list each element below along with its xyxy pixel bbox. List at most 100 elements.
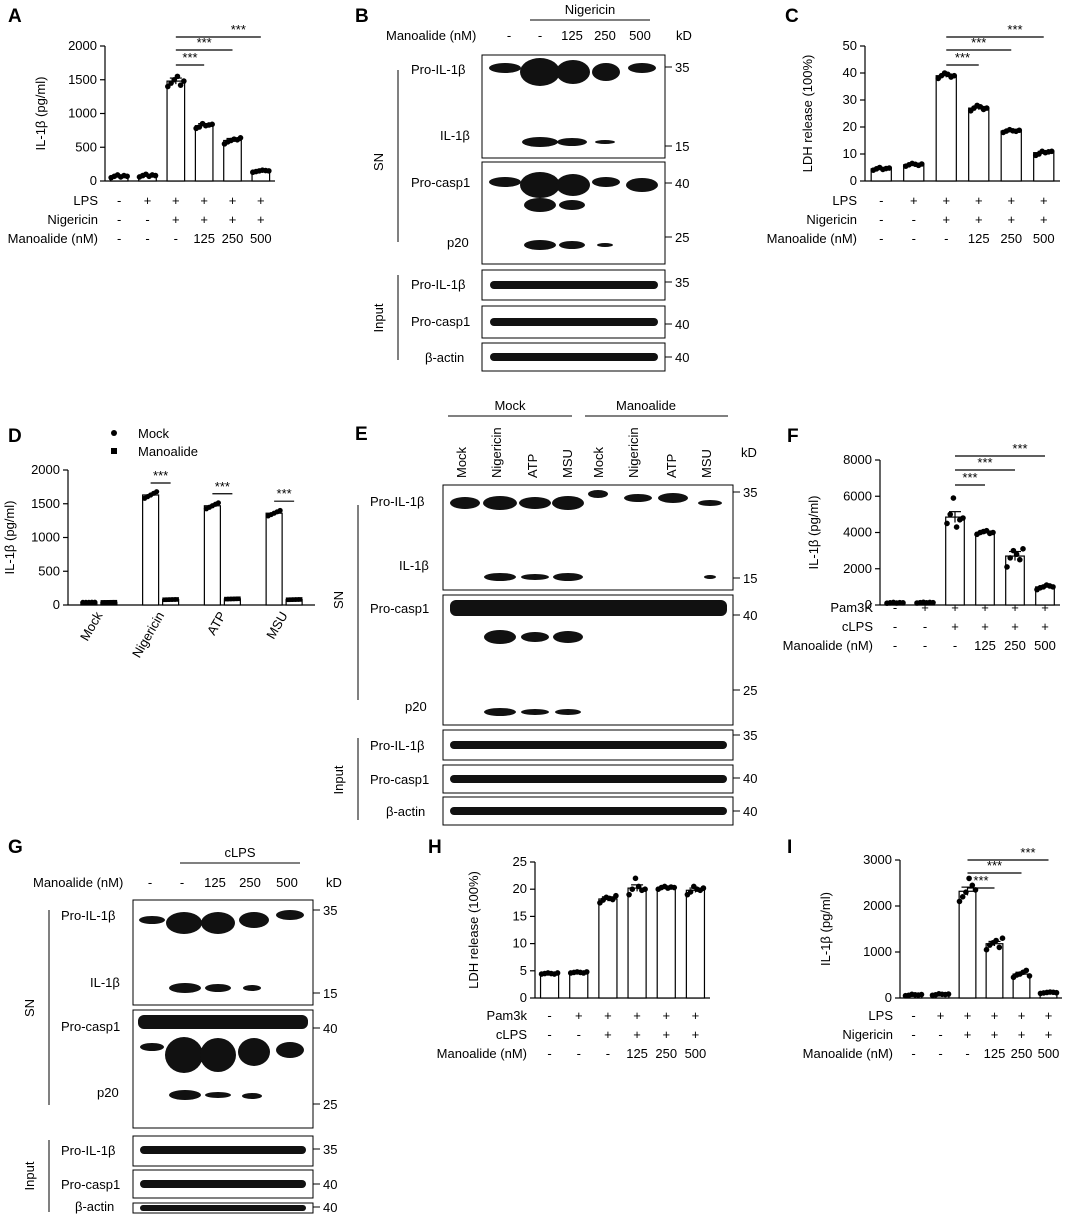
condition-label: Nigericin: [806, 212, 857, 227]
data-point: [297, 597, 303, 602]
condition-label: Nigericin: [842, 1027, 893, 1042]
condition-label: LPS: [868, 1008, 893, 1023]
condition-value: +: [910, 193, 918, 208]
panel-label-g: G: [8, 837, 23, 858]
blot-e-kd-40-input: 40: [743, 771, 757, 786]
panel-label-a: A: [8, 6, 22, 27]
bar: [1005, 555, 1025, 606]
condition-value: -: [938, 1027, 942, 1042]
blot-b-lane-3: 125: [561, 28, 583, 43]
data-point: [291, 597, 297, 602]
condition-value: +: [937, 1008, 945, 1023]
y-tick-label: 0: [865, 597, 872, 612]
condition-value: -: [879, 193, 883, 208]
blot-e-sn: SN: [331, 591, 346, 609]
blot-e-lane-5: Mock: [591, 446, 606, 478]
blot-e-group-manoalide: Manoalide: [616, 398, 676, 413]
blot-e-row-p20: p20: [405, 699, 427, 714]
condition-value: -: [944, 231, 948, 246]
y-tick-label: 3000: [863, 852, 892, 867]
blot-b-row-il1b: IL-1β: [440, 128, 470, 143]
blot-e-input: Input: [331, 765, 346, 794]
blot-e: E Mock Manoalide Mock Nigericin ATP MSU …: [331, 398, 757, 826]
condition-value: -: [911, 1027, 915, 1042]
data-point: [629, 886, 636, 892]
condition-value: +: [257, 193, 265, 208]
y-tick-label: 2000: [68, 38, 97, 53]
condition-value: -: [911, 1046, 915, 1061]
blot-g-row-p20: p20: [97, 1085, 119, 1100]
blot-e-row-pro-casp1-input: Pro-casp1: [370, 772, 429, 787]
data-point: [944, 520, 950, 527]
data-point: [1020, 546, 1026, 552]
condition-value: -: [938, 1046, 942, 1061]
blot-b-row-pro-casp1-input: Pro-casp1: [411, 314, 470, 329]
data-point: [945, 991, 952, 997]
blot-b-kd-40-input: 40: [675, 317, 689, 332]
condition-value: +: [1041, 600, 1049, 615]
condition-label: Manoalide (nM): [803, 1046, 893, 1061]
data-point: [990, 529, 996, 536]
condition-value: +: [975, 212, 983, 227]
y-tick-label: 30: [843, 92, 857, 107]
data-point: [294, 597, 300, 602]
condition-label: LPS: [832, 193, 857, 208]
condition-value: +: [1040, 193, 1048, 208]
bar: [598, 898, 618, 999]
condition-value: +: [633, 1027, 641, 1042]
condition-value: +: [951, 600, 959, 615]
blot-g-row-pro-il1b-input: Pro-IL-1β: [61, 1143, 115, 1158]
significance-label: ***: [987, 858, 1002, 873]
data-point: [583, 969, 590, 975]
significance-label: ***: [955, 50, 970, 65]
condition-value: +: [257, 212, 265, 227]
blot-g-kd: kD: [326, 875, 342, 890]
data-point: [700, 885, 707, 891]
condition-value: +: [921, 600, 929, 615]
data-point: [174, 73, 181, 80]
y-tick-label: 10: [843, 146, 857, 161]
blot-b-row-pro-casp1: Pro-casp1: [411, 175, 470, 190]
data-point: [236, 596, 241, 602]
y-axis-label: IL-1β (pg/ml): [818, 892, 833, 966]
blot-g-lane-1: -: [148, 875, 152, 890]
blot-g-lane-4: 250: [239, 875, 261, 890]
y-tick-label: 500: [38, 563, 60, 578]
data-point: [960, 515, 966, 521]
blot-e-kd-40: 40: [743, 608, 757, 623]
blot-e-kd-15: 15: [743, 571, 757, 586]
y-tick-label: 15: [513, 908, 527, 923]
x-tick-label: MSU: [263, 609, 290, 642]
y-tick-label: 0: [90, 173, 97, 188]
y-tick-label: 1000: [863, 944, 892, 959]
y-tick-label: 0: [850, 173, 857, 188]
blot-e-row-actin: β-actin: [386, 804, 425, 819]
data-point: [996, 944, 1003, 951]
condition-value: +: [1011, 600, 1019, 615]
data-point: [1013, 551, 1020, 558]
blot-e-lane-8: MSU: [699, 449, 714, 478]
condition-value: +: [229, 212, 237, 227]
condition-value: +: [604, 1027, 612, 1042]
data-point: [224, 596, 229, 602]
chart-h: H 0 5 10 15 20 25 LDH release (100%) Pam3k - + + + + +…: [428, 837, 710, 1061]
condition-value: -: [145, 212, 149, 227]
panel-label-e: E: [355, 424, 368, 445]
bar: [265, 512, 283, 606]
condition-value: +: [575, 1008, 583, 1023]
blot-b-lane-2: -: [538, 28, 542, 43]
panel-label-b: B: [355, 6, 369, 27]
blot-b-kd-35-input: 35: [675, 275, 689, 290]
data-point: [230, 596, 235, 602]
data-point: [687, 889, 694, 895]
condition-value: -: [577, 1027, 581, 1042]
blot-g-input: Input: [22, 1161, 37, 1190]
condition-value: -: [547, 1046, 551, 1061]
data-point: [609, 896, 616, 903]
condition-value: 250: [1011, 1046, 1033, 1061]
y-tick-label: 2000: [843, 561, 872, 576]
blot-e-row-il1b: IL-1β: [399, 558, 429, 573]
condition-label: Manoalide (nM): [437, 1046, 527, 1061]
